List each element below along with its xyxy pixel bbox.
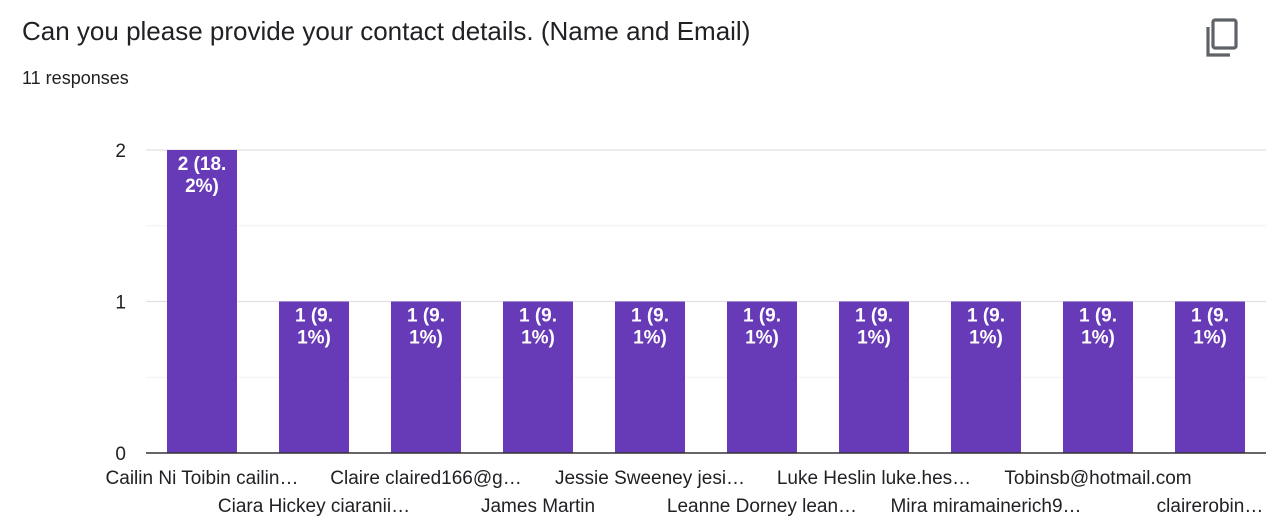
question-title: Can you please provide your contact deta…	[22, 16, 751, 46]
chart-bars	[167, 150, 1245, 453]
bar-data-label: 1%)	[297, 328, 331, 349]
bar[interactable]	[391, 301, 461, 454]
bar[interactable]	[727, 301, 797, 454]
bar-data-label: 1%)	[409, 328, 443, 349]
x-tick-label: Mira miramainerich9…	[890, 496, 1081, 517]
bar-data-label: 1 (9.	[743, 306, 781, 327]
bar-data-label: 1 (9.	[1191, 306, 1229, 327]
bar-data-label: 1%)	[633, 328, 667, 349]
x-tick-label: clairerobin…	[1157, 496, 1264, 517]
y-tick-label: 1	[115, 293, 126, 314]
bar-data-label: 1%)	[745, 328, 779, 349]
bar-data-label: 1 (9.	[967, 306, 1005, 327]
bar-data-label: 1 (9.	[295, 306, 333, 327]
bar[interactable]	[951, 301, 1021, 454]
bar[interactable]	[1063, 301, 1133, 454]
y-axis-ticks: 0 1 2	[115, 141, 126, 465]
x-tick-label: Cailin Ni Toibin cailin…	[106, 468, 299, 489]
bar-data-labels: 2 (18.2%)1 (9.1%)1 (9.1%)1 (9.1%)1 (9.1%…	[178, 154, 1229, 349]
bar-data-label: 1%)	[1081, 328, 1115, 349]
x-tick-label: Leanne Dorney lean…	[667, 496, 857, 517]
bar-data-label: 1 (9.	[1079, 306, 1117, 327]
bar[interactable]	[279, 301, 349, 454]
bar[interactable]	[1175, 301, 1245, 454]
response-count: 11 responses	[22, 68, 129, 88]
bar-data-label: 1 (9.	[519, 306, 557, 327]
y-tick-label: 2	[115, 141, 126, 162]
bar-data-label: 1%)	[521, 328, 555, 349]
x-tick-label: Ciara Hickey ciaranii…	[218, 496, 410, 517]
bar-data-label: 2 (18.	[178, 154, 227, 175]
bar[interactable]	[167, 150, 237, 453]
x-tick-label: Tobinsb@hotmail.com	[1004, 468, 1191, 489]
bar-data-label: 1%)	[969, 328, 1003, 349]
bar-data-label: 1 (9.	[407, 306, 445, 327]
x-tick-label: Claire claired166@g…	[330, 468, 521, 489]
bar[interactable]	[615, 301, 685, 454]
bar-data-label: 1 (9.	[631, 306, 669, 327]
bar-data-label: 1 (9.	[855, 306, 893, 327]
x-tick-label: Luke Heslin luke.hes…	[777, 468, 971, 489]
bar-data-label: 1%)	[857, 328, 891, 349]
x-axis-labels: Cailin Ni Toibin cailin… Ciara Hickey cia…	[106, 468, 1264, 517]
bar-data-label: 1%)	[1193, 328, 1227, 349]
x-tick-label: Jessie Sweeney jesi…	[555, 468, 745, 489]
copy-icon	[1206, 18, 1238, 57]
x-tick-label: James Martin	[481, 496, 595, 517]
bar-data-label: 2%)	[185, 176, 219, 197]
bar[interactable]	[839, 301, 909, 454]
copy-chart-button[interactable]	[1196, 12, 1248, 64]
y-tick-label: 0	[115, 444, 126, 465]
bar[interactable]	[503, 301, 573, 454]
